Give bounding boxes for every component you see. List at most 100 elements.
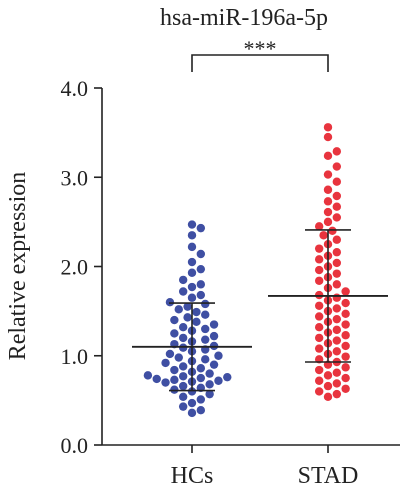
data-point-hcs bbox=[178, 322, 188, 332]
data-point-stad bbox=[314, 244, 324, 253]
data-point-stad bbox=[332, 248, 342, 257]
y-tick-label: 4.0 bbox=[61, 76, 89, 101]
data-point-hcs bbox=[187, 293, 197, 302]
data-point-stad bbox=[332, 177, 342, 186]
data-point-stad bbox=[319, 231, 328, 240]
data-point-stad bbox=[332, 147, 342, 156]
data-point-stad bbox=[323, 151, 333, 161]
data-point-hcs bbox=[170, 375, 179, 385]
data-point-stad bbox=[314, 365, 324, 375]
data-point-stad bbox=[314, 222, 324, 231]
data-point-hcs bbox=[196, 373, 206, 383]
data-point-stad bbox=[332, 304, 342, 313]
data-point-stad bbox=[323, 123, 333, 132]
data-point-stad bbox=[314, 312, 324, 321]
chart-title: hsa-miR-196a-5p bbox=[160, 5, 328, 31]
data-point-hcs bbox=[165, 349, 175, 359]
data-point-stad bbox=[314, 387, 324, 396]
data-point-hcs bbox=[201, 355, 210, 364]
data-point-hcs bbox=[187, 282, 197, 292]
data-point-hcs bbox=[201, 310, 210, 319]
data-point-stad bbox=[332, 235, 342, 244]
y-axis-label: Relative expression bbox=[5, 172, 31, 361]
data-point-stad bbox=[314, 322, 324, 332]
data-point-hcs bbox=[205, 380, 214, 389]
y-tick-label: 1.0 bbox=[61, 344, 89, 369]
data-point-stad bbox=[332, 325, 342, 335]
data-point-hcs bbox=[178, 381, 188, 391]
data-point-stad bbox=[323, 170, 333, 179]
data-point-hcs bbox=[178, 333, 188, 343]
data-point-stad bbox=[341, 352, 350, 361]
y-tick-label: 2.0 bbox=[61, 255, 89, 280]
error-bars bbox=[132, 229, 388, 392]
data-point-stad bbox=[332, 347, 342, 356]
data-point-stad bbox=[332, 389, 342, 399]
data-point-hcs bbox=[187, 257, 197, 267]
data-point-hcs bbox=[183, 302, 192, 311]
data-point-hcs bbox=[178, 362, 188, 371]
data-point-hcs bbox=[178, 275, 188, 285]
data-point-hcs bbox=[196, 290, 206, 300]
data-point-hcs bbox=[178, 402, 188, 411]
data-point-stad bbox=[323, 381, 333, 391]
data-point-hcs bbox=[178, 372, 188, 381]
y-tick-label: 0.0 bbox=[61, 433, 89, 458]
data-point-hcs bbox=[170, 365, 179, 375]
data-point-hcs bbox=[161, 378, 170, 387]
data-point-stad bbox=[323, 392, 333, 402]
data-point-stad bbox=[323, 197, 333, 206]
data-point-hcs bbox=[187, 242, 197, 252]
data-point-hcs bbox=[187, 231, 197, 240]
data-point-hcs bbox=[170, 315, 179, 325]
data-point-stad bbox=[314, 265, 324, 275]
data-point-hcs bbox=[187, 387, 197, 396]
data-point-hcs bbox=[152, 374, 161, 384]
data-point-hcs bbox=[192, 307, 201, 317]
significance-bracket-line bbox=[191, 54, 329, 72]
data-point-stad bbox=[332, 336, 342, 345]
data-point-stad bbox=[323, 217, 333, 227]
data-point-hcs bbox=[196, 264, 206, 274]
data-point-hcs bbox=[205, 369, 214, 378]
data-point-stad bbox=[332, 202, 342, 211]
data-point-stad bbox=[323, 371, 333, 380]
data-point-stad bbox=[332, 213, 342, 222]
data-point-hcs bbox=[201, 324, 210, 334]
data-point-hcs bbox=[170, 385, 179, 394]
data-point-stad bbox=[341, 363, 350, 372]
data-point-hcs bbox=[183, 313, 192, 322]
data-point-hcs bbox=[205, 389, 214, 399]
data-point-stad bbox=[314, 301, 324, 310]
data-point-stad bbox=[314, 276, 324, 285]
data-point-hcs bbox=[196, 395, 206, 404]
y-axis-ticks: 0.0 1.0 2.0 3.0 4.0 bbox=[61, 76, 102, 458]
data-point-stad bbox=[332, 258, 342, 268]
data-point-stad bbox=[332, 293, 342, 302]
significance-bracket: *** bbox=[191, 36, 329, 72]
data-point-hcs bbox=[192, 317, 201, 327]
data-point-stad bbox=[323, 132, 333, 142]
data-point-hcs bbox=[214, 351, 223, 360]
data-point-hcs bbox=[187, 398, 197, 408]
data-point-stad bbox=[341, 331, 350, 340]
data-point-hcs bbox=[209, 331, 219, 341]
data-point-stad bbox=[314, 333, 324, 343]
data-points bbox=[143, 123, 350, 418]
significance-label: *** bbox=[244, 36, 277, 61]
data-point-stad bbox=[332, 314, 342, 324]
x-tick-label: HCs bbox=[171, 463, 214, 489]
x-axis-ticks: HCs STAD bbox=[171, 445, 358, 489]
data-point-hcs bbox=[165, 298, 175, 307]
data-point-hcs bbox=[174, 353, 183, 362]
data-point-stad bbox=[314, 344, 324, 353]
data-point-hcs bbox=[187, 408, 197, 418]
data-point-stad bbox=[341, 341, 350, 351]
data-point-hcs bbox=[214, 376, 223, 385]
data-point-hcs bbox=[209, 360, 219, 369]
data-point-hcs bbox=[187, 220, 197, 229]
data-point-hcs bbox=[196, 280, 206, 289]
data-point-stad bbox=[323, 185, 333, 194]
data-point-stad bbox=[341, 298, 350, 308]
